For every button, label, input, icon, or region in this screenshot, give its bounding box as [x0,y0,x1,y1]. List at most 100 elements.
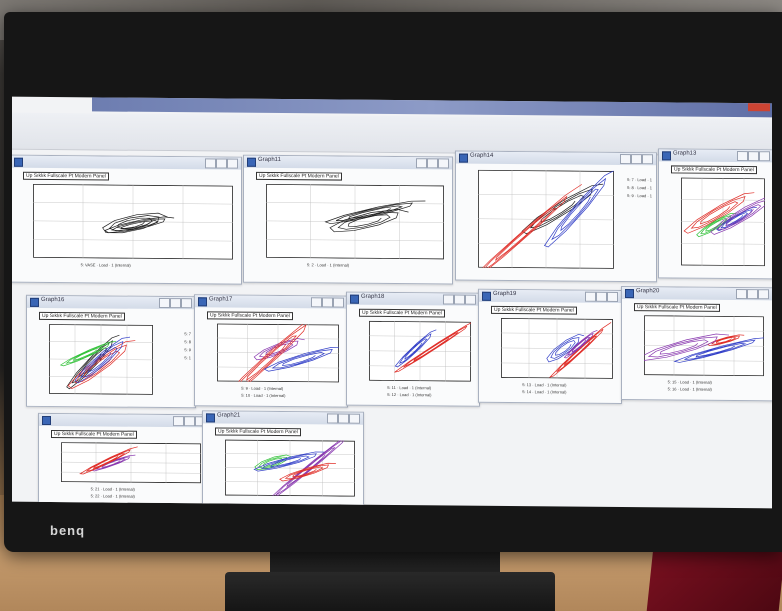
graph-window[interactable]: Graph11 Up Sıklık Fullscale Pt Modern Pan… [243,154,453,285]
graph-window[interactable]: Up Sıklık Fullscale Pt Modern Panel 5: VA… [12,154,242,285]
graph-header-label: Up Sıklık Fullscale Pt Modern Panel [215,427,301,437]
hysteresis-curve [696,213,736,238]
graph-window[interactable]: Graph14 5: 7 · Load · 1 5: 8 · Load · 1 5: … [455,150,657,283]
legend-entry: 5: 12 · Load · 1 (Internal) [387,391,432,398]
window-title-bar[interactable]: Graph20 [622,287,772,301]
close-button[interactable] [465,294,476,305]
maximize-button[interactable] [454,294,465,305]
grid-line [369,365,471,367]
window-title-bar[interactable]: Graph13 [659,149,772,163]
graph-window[interactable]: Graph18 Up Sıklık Fullscale Pt Modern Pan… [346,291,480,407]
hysteresis-curve [394,329,437,368]
graph-window-icon [247,157,256,167]
window-title-bar[interactable] [39,413,209,428]
maximize-button[interactable] [322,297,333,308]
window-title-bar[interactable]: Graph11 [244,155,452,170]
grid-line [501,362,613,365]
minimize-button[interactable] [736,289,747,300]
window-title: Graph16 [41,296,65,304]
close-button[interactable] [758,289,769,300]
legend-entry: 5: 8 [184,339,191,345]
graph-header-label: Up Sıklık Fullscale Pt Modern Panel [671,165,757,175]
close-button[interactable] [607,291,618,302]
graph-window-icon [14,157,23,167]
close-button[interactable] [759,151,770,162]
maximize-button[interactable] [747,289,758,300]
minimize-button[interactable] [737,151,748,162]
close-button[interactable] [227,158,238,169]
hysteresis-plot [61,442,201,484]
hysteresis-plot [266,184,444,260]
window-title-bar[interactable]: Graph18 [347,292,479,306]
graph-window[interactable]: Graph20 Up Sıklık Fullscale Pt Modern Pan… [621,285,772,402]
window-title-bar[interactable]: Graph14 [456,151,656,166]
minimize-button[interactable] [443,294,454,305]
hysteresis-curve [79,446,138,475]
grid-line [644,359,764,362]
minimize-button[interactable] [205,158,216,169]
grid-line [217,366,339,369]
window-title: Graph18 [361,293,385,300]
legend-entry: 5: 14 · Load · 1 (Internal) [522,389,567,395]
graph-window[interactable]: Graph17 Up Sıklık Fullscale Pt Modern Pan… [194,294,348,408]
minimize-button[interactable] [585,291,596,302]
hysteresis-curve [253,451,326,472]
minimize-button[interactable] [159,297,170,309]
minimize-button[interactable] [311,297,322,308]
graph-window[interactable]: Graph16 Up Sıklık Fullscale Pt Modern Pan… [26,294,196,409]
maximize-button[interactable] [170,298,181,309]
hysteresis-curve [66,334,120,390]
maximize-button[interactable] [184,416,195,427]
minimize-button[interactable] [327,413,338,424]
window-title-bar[interactable]: Graph21 [203,411,363,425]
grid-line [61,461,201,464]
hysteresis-curve [59,340,117,367]
minimize-button[interactable] [416,158,427,169]
window-title-bar[interactable]: Graph16 [27,295,195,310]
window-title-bar[interactable]: Graph19 [479,289,621,303]
legend-entry: 5: VASE · Load · 1 (Internal) [80,262,131,268]
close-button[interactable] [438,158,449,169]
graph-header-label: Up Sıklık Fullscale Pt Modern Panel [634,303,720,312]
close-button[interactable] [181,298,192,309]
minimize-button[interactable] [173,416,184,427]
minimize-button[interactable] [620,153,631,165]
graph-window[interactable]: Graph13 Up Sıklık Fullscale Pt Modern Pan… [658,148,772,280]
window-title-bar[interactable]: Graph17 [195,295,347,309]
close-button[interactable] [642,154,653,165]
grid-line [681,243,765,245]
window-title-bar[interactable] [12,155,241,170]
window-title: Graph14 [470,152,494,159]
maximize-button[interactable] [596,291,607,302]
graph-header-label: Up Sıklık Fullscale Pt Modern Panel [207,311,293,321]
graph-window[interactable]: Up Sıklık Fullscale Pt Modern Panel 5: 21… [38,412,210,509]
maximize-button[interactable] [216,158,227,169]
graph-header-label: Up Sıklık Fullscale Pt Modern Panel [51,430,137,439]
maximize-button[interactable] [748,151,759,162]
legend-entry: 5: 22 · Load · 1 (Internal) [90,493,135,499]
hysteresis-curve [546,333,584,363]
hysteresis-curve [644,333,730,361]
hysteresis-curve [478,184,582,269]
close-button[interactable] [333,297,344,308]
graph-window[interactable]: Graph21 Up Sıklık Fullscale Pt Modern Pan… [202,410,364,509]
window-title: Graph17 [209,296,233,303]
close-button[interactable] [349,413,360,424]
maximize-button[interactable] [631,154,642,165]
graph-window-icon [350,294,359,304]
graph-window-icon [482,291,491,301]
legend-entry: 5: 21 · Load · 1 (Internal) [90,486,135,492]
legend-entry: 5: 2 · Load · 1 (Internal) [307,262,350,268]
legend-entry: 5: 9 [184,347,191,353]
graph-window[interactable]: Graph19 Up Sıklık Fullscale Pt Modern Pan… [478,288,622,405]
maximize-button[interactable] [338,413,349,424]
monitor-screen: Up Sıklık Fullscale Pt Modern Panel 5: VA… [12,96,772,509]
window-close-button[interactable] [748,103,770,112]
legend-entry: 5: 7 [184,331,191,337]
window-title: Graph19 [493,290,517,298]
hysteresis-plot [369,320,471,382]
hysteresis-curve [394,320,471,373]
maximize-button[interactable] [427,158,438,169]
monitor-stand-base [225,572,555,611]
window-title: Graph20 [636,288,660,295]
